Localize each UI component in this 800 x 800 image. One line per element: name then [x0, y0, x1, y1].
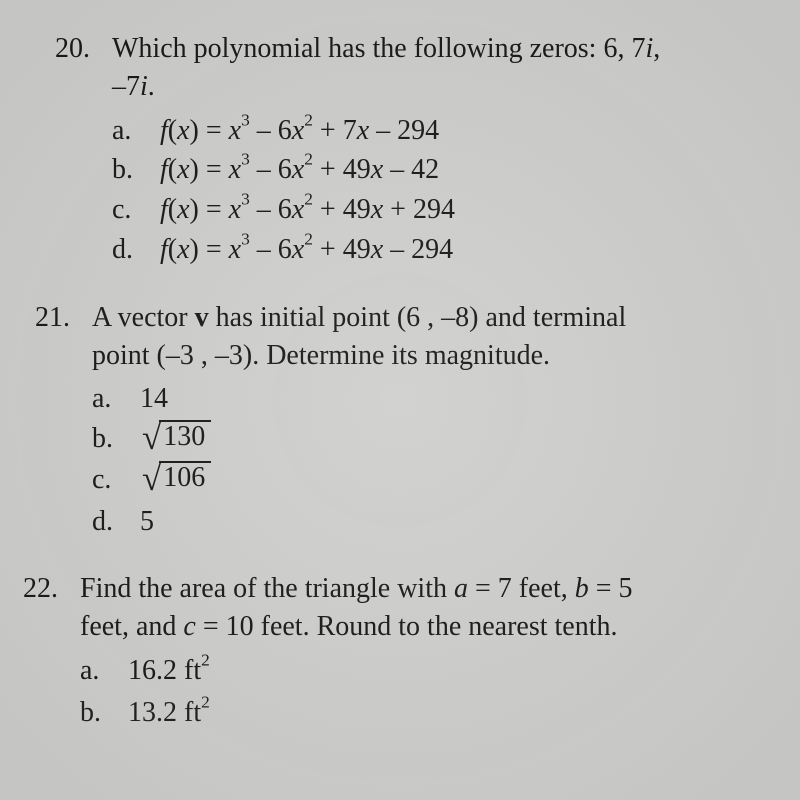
problem-22-body: Find the area of the triangle with a = 7…	[80, 570, 790, 731]
problem-22-choices: a. 16.2 ft2 b. 13.2 ft2	[80, 652, 790, 730]
problem-22: 22. Find the area of the triangle with a…	[10, 570, 790, 731]
choice-value: f(x) = x3 – 6x2 + 49x – 294	[160, 231, 453, 269]
choice-letter: c.	[112, 191, 160, 229]
problem-21-body: A vector v has initial point (6 , –8) an…	[92, 299, 790, 543]
problem-22-stem: 22. Find the area of the triangle with a…	[10, 570, 790, 731]
problem-21-choice-b: b. √130	[92, 420, 790, 459]
choice-letter: b.	[112, 151, 160, 189]
problem-20: 20. Which polynomial has the following z…	[10, 30, 790, 271]
choice-value: √130	[140, 420, 211, 459]
choice-letter: a.	[92, 380, 140, 418]
problem-21-number: 21.	[0, 299, 92, 337]
problem-20-choice-d: d. f(x) = x3 – 6x2 + 49x – 294	[112, 231, 790, 269]
choice-value: √106	[140, 461, 211, 500]
choice-letter: d.	[92, 503, 140, 541]
choice-value: 14	[140, 380, 168, 418]
choice-letter: a.	[112, 112, 160, 150]
choice-value: f(x) = x3 – 6x2 + 49x + 294	[160, 191, 455, 229]
choice-letter: b.	[92, 420, 140, 458]
problem-20-question: Which polynomial has the following zeros…	[112, 30, 790, 106]
problem-21-stem: 21. A vector v has initial point (6 , –8…	[10, 299, 790, 543]
problem-22-number: 22.	[0, 570, 80, 608]
choice-letter: b.	[80, 694, 128, 732]
problem-20-number: 20.	[10, 30, 112, 68]
problem-20-choice-a: a. f(x) = x3 – 6x2 + 7x – 294	[112, 112, 790, 150]
problem-20-choices: a. f(x) = x3 – 6x2 + 7x – 294 b. f(x) = …	[112, 112, 790, 269]
problem-21: 21. A vector v has initial point (6 , –8…	[10, 299, 790, 543]
choice-value: 13.2 ft2	[128, 694, 210, 732]
problem-21-choices: a. 14 b. √130 c. √106 d. 5	[92, 380, 790, 540]
problem-21-question: A vector v has initial point (6 , –8) an…	[92, 299, 790, 375]
problem-20-stem: 20. Which polynomial has the following z…	[10, 30, 790, 271]
problem-20-body: Which polynomial has the following zeros…	[112, 30, 790, 271]
choice-value: 16.2 ft2	[128, 652, 210, 690]
problem-21-choice-d: d. 5	[92, 503, 790, 541]
problem-22-choice-b: b. 13.2 ft2	[80, 694, 790, 732]
choice-letter: c.	[92, 461, 140, 499]
problem-21-choice-c: c. √106	[92, 461, 790, 500]
choice-letter: d.	[112, 231, 160, 269]
problem-21-choice-a: a. 14	[92, 380, 790, 418]
problem-20-choice-c: c. f(x) = x3 – 6x2 + 49x + 294	[112, 191, 790, 229]
problem-22-choice-a: a. 16.2 ft2	[80, 652, 790, 690]
choice-value: f(x) = x3 – 6x2 + 7x – 294	[160, 112, 439, 150]
problem-22-question: Find the area of the triangle with a = 7…	[80, 570, 790, 646]
choice-letter: a.	[80, 652, 128, 690]
problem-20-choice-b: b. f(x) = x3 – 6x2 + 49x – 42	[112, 151, 790, 189]
choice-value: f(x) = x3 – 6x2 + 49x – 42	[160, 151, 439, 189]
choice-value: 5	[140, 503, 154, 541]
